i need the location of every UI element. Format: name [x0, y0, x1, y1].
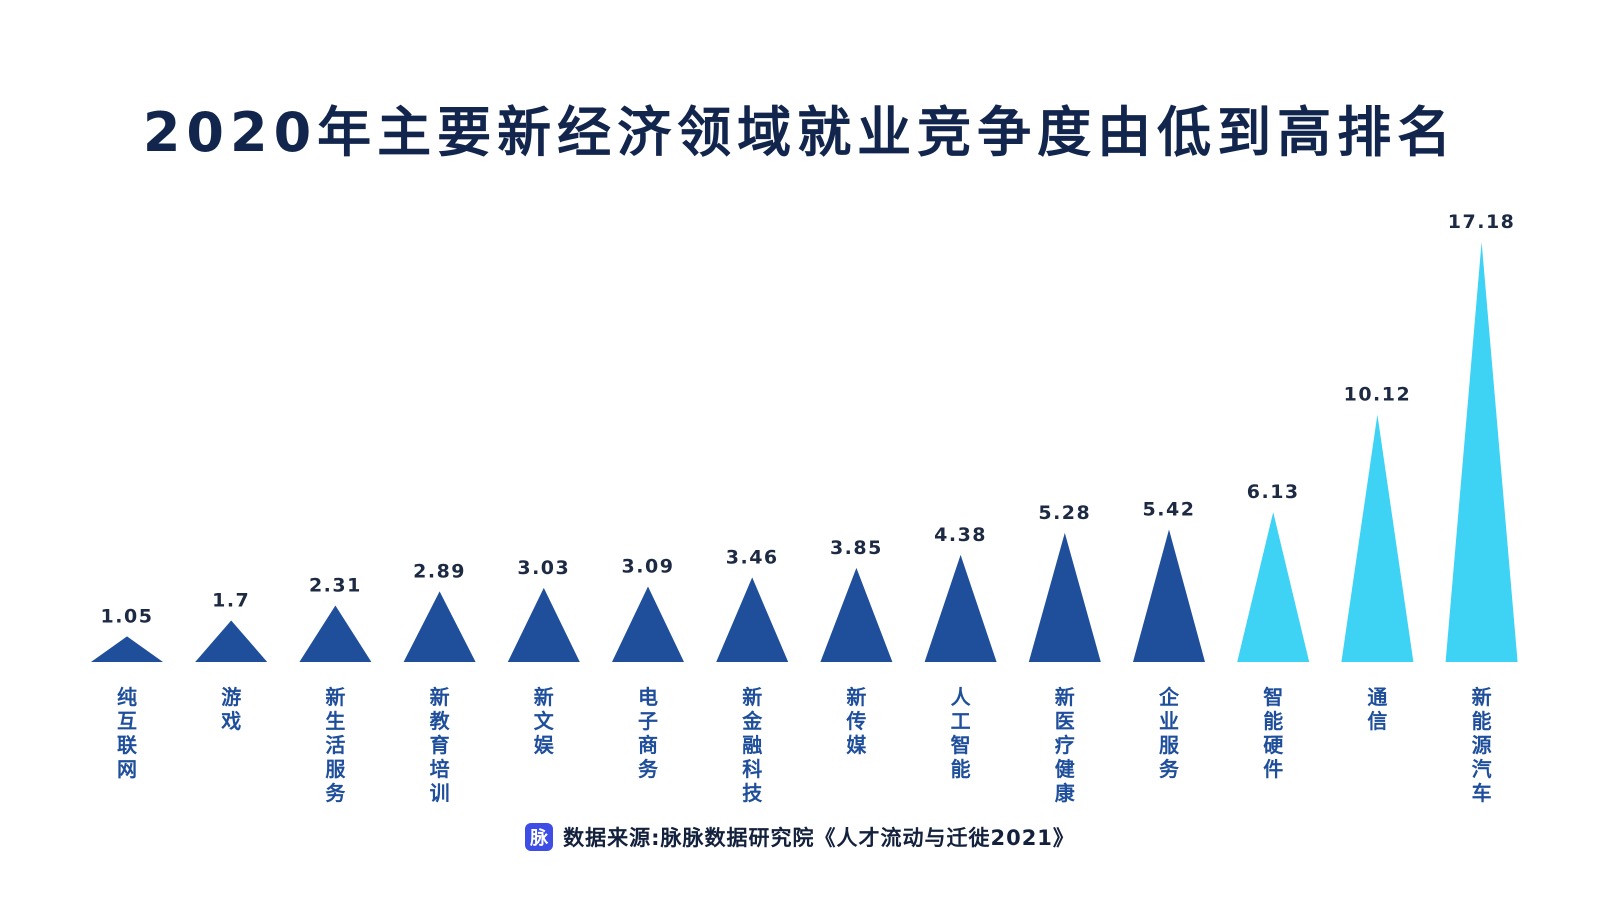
value-label: 3.09 [622, 555, 675, 577]
category-label: 企业服务 [1158, 685, 1180, 781]
triangle-bar [195, 620, 268, 662]
category-label: 智能硬件 [1263, 685, 1284, 781]
triangle-bar [1237, 512, 1310, 662]
category-label: 新能源汽车 [1472, 685, 1492, 805]
category-label: 通信 [1367, 685, 1387, 733]
triangle-bar [1445, 242, 1518, 662]
value-label: 17.18 [1448, 211, 1516, 233]
triangle-bar [1341, 414, 1414, 662]
chart-area: 1.05 纯互联网 1.7 游戏 2.31 新生活服务 2.89 新教育培训 3.03 新文娱 3.… [91, 211, 1518, 805]
category-label: 新教育培训 [430, 685, 451, 805]
value-label: 3.03 [517, 557, 570, 579]
value-label: 2.31 [309, 575, 362, 597]
value-label: 3.85 [830, 537, 883, 559]
triangle-bar [820, 567, 893, 662]
triangle-bar [403, 591, 476, 662]
category-label: 新医疗健康 [1055, 685, 1076, 805]
triangle-bar [507, 587, 580, 662]
category-label: 电子商务 [638, 685, 659, 781]
source-text: 数据来源:脉脉数据研究院《人才流动与迁徙2021》 [563, 826, 1075, 850]
category-label: 新生活服务 [325, 685, 346, 805]
triangle-bar [1028, 532, 1101, 662]
value-label: 5.42 [1143, 498, 1196, 520]
value-label: 4.38 [934, 524, 987, 546]
value-label: 1.05 [101, 605, 154, 627]
value-label: 3.46 [726, 546, 779, 568]
category-label: 纯互联网 [117, 685, 137, 781]
value-label: 1.7 [212, 589, 250, 611]
category-label: 游戏 [220, 685, 241, 733]
category-label: 新文娱 [534, 685, 555, 757]
triangle-bar [924, 554, 997, 662]
triangle-bar [299, 605, 372, 662]
value-label: 6.13 [1247, 481, 1300, 503]
value-label: 5.28 [1038, 502, 1091, 524]
category-label: 人工智能 [951, 685, 972, 781]
category-label: 新金融科技 [741, 685, 763, 805]
value-label: 10.12 [1344, 384, 1412, 406]
triangle-bar [716, 577, 789, 662]
category-label: 新传媒 [845, 685, 867, 757]
chart-title: 2020年主要新经济领域就业竞争度由低到高排名 [142, 101, 1458, 164]
source-footer: 脉 数据来源:脉脉数据研究院《人才流动与迁徙2021》 [0, 822, 1600, 852]
value-label: 2.89 [413, 560, 466, 582]
triangle-bar [1133, 529, 1205, 662]
triangle-bar [612, 586, 684, 662]
maimai-logo-icon: 脉 [525, 823, 554, 851]
triangle-bar [91, 636, 163, 662]
